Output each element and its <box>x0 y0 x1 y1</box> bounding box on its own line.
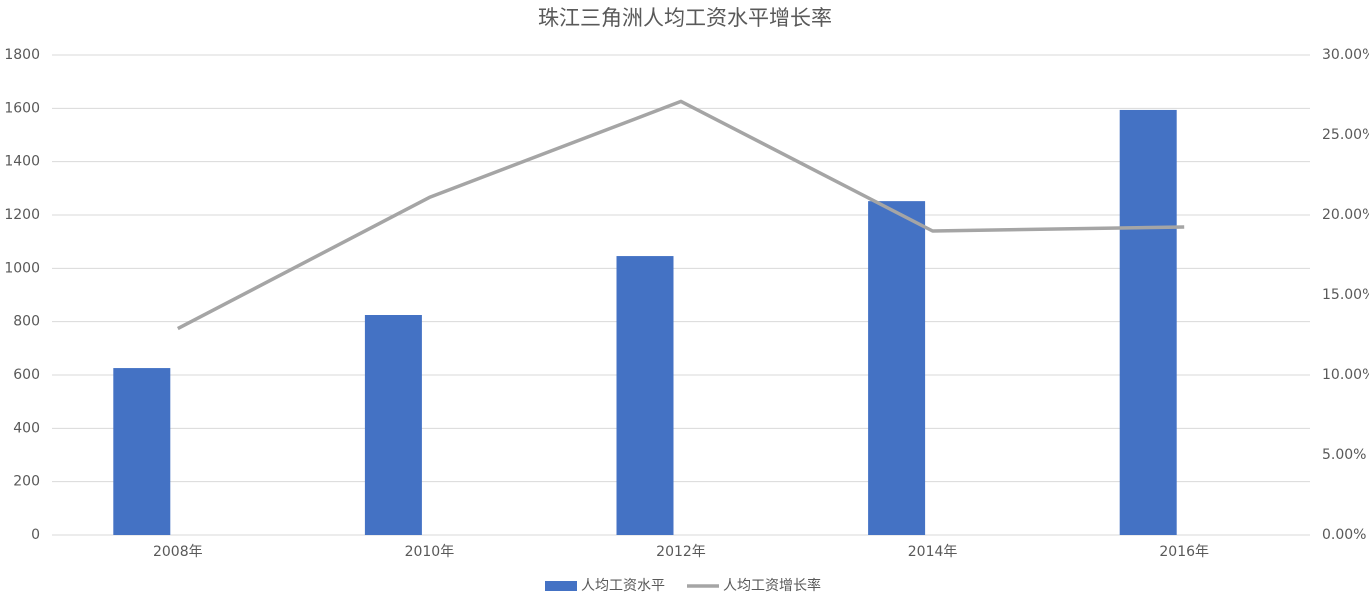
x-tick-label: 2014年 <box>908 544 958 560</box>
y-tick-label: 1800 <box>4 47 40 63</box>
y2-tick-label: 15.00% <box>1322 287 1369 303</box>
y2-tick-label: 10.00% <box>1322 367 1369 383</box>
y2-tick-label: 20.00% <box>1322 207 1369 223</box>
y-tick-label: 200 <box>13 474 40 490</box>
y2-tick-label: 30.00% <box>1322 47 1369 63</box>
x-tick-label: 2008年 <box>153 544 203 560</box>
chart-title: 珠江三角洲人均工资水平增长率 <box>538 6 832 30</box>
y-tick-label: 800 <box>13 314 40 330</box>
x-tick-label: 2012年 <box>656 544 706 560</box>
y-tick-label: 0 <box>31 527 40 543</box>
y-tick-label: 1200 <box>4 207 40 223</box>
y-tick-label: 1000 <box>4 260 40 276</box>
bar <box>113 368 171 535</box>
legend-label: 人均工资增长率 <box>723 577 821 594</box>
bar <box>1119 109 1177 535</box>
legend-label: 人均工资水平 <box>581 578 665 594</box>
legend-swatch <box>545 581 577 591</box>
y2-tick-label: 5.00% <box>1322 447 1366 463</box>
y-tick-label: 400 <box>13 420 40 436</box>
y2-tick-label: 0.00% <box>1322 527 1366 543</box>
y-tick-label: 1600 <box>4 100 40 116</box>
bar <box>364 315 422 535</box>
y-tick-label: 1400 <box>4 154 40 170</box>
x-tick-label: 2010年 <box>405 544 455 560</box>
y-tick-label: 600 <box>13 367 40 383</box>
y2-tick-label: 25.00% <box>1322 127 1369 143</box>
bar <box>868 201 926 535</box>
x-tick-label: 2016年 <box>1159 544 1209 560</box>
bar <box>616 256 674 535</box>
line <box>176 99 1185 331</box>
